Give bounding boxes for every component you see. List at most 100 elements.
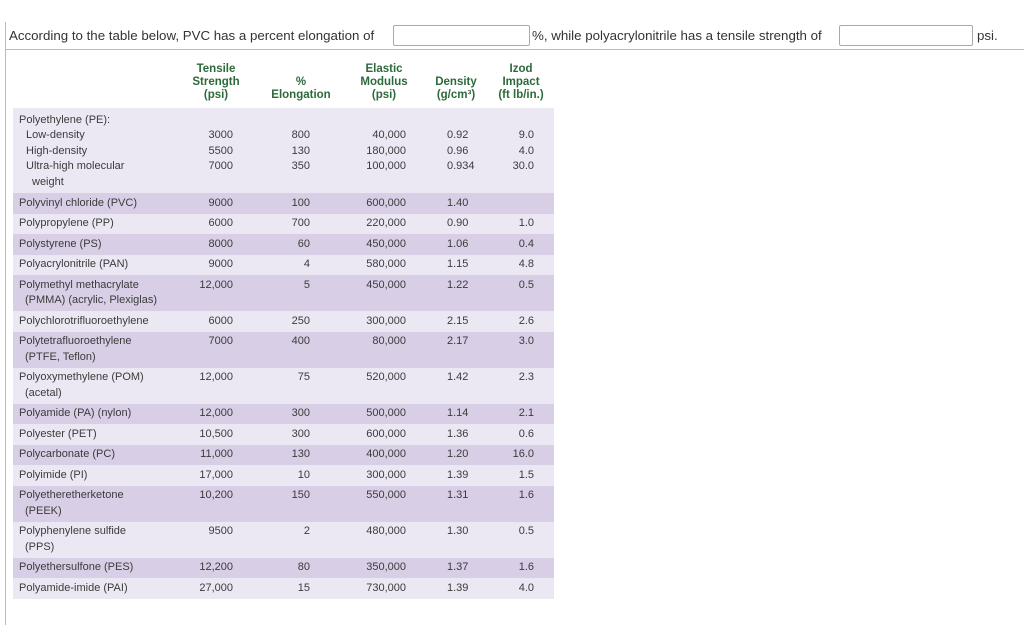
row-name: Polystyrene (PS) <box>13 237 188 253</box>
name-line: Polystyrene (PS) <box>19 237 102 250</box>
cell: 11,000 <box>200 448 233 460</box>
cell: 1.6 <box>518 561 534 573</box>
cell: 400,000 <box>366 448 406 460</box>
row-name: Polytetrafluoroethylene (PTFE, Teflon) <box>13 334 188 365</box>
cell: 8000 <box>208 237 233 250</box>
cell: 4 <box>303 258 310 270</box>
cell: 300,000 <box>366 468 406 481</box>
cell: 10 <box>297 468 310 481</box>
table-row: Low-density 3000 800 40,000 0.92 9.0 <box>13 128 554 144</box>
name-line: Polytetrafluoroethylene <box>19 335 132 347</box>
name-line: (PPS) <box>25 540 55 553</box>
table-row: Polypropylene (PP) 6000 700 220,000 0.90 1.0 <box>13 213 554 234</box>
name-line: (acetal) <box>25 386 62 399</box>
name-line: Polyphenylene sulfide <box>19 525 127 537</box>
row-name: Polyamide-imide (PAI) <box>13 581 188 597</box>
cell: 9.0 <box>518 129 534 141</box>
cell: 80,000 <box>372 335 406 347</box>
table: Polyethylene (PE): Low-density 3000 800 40,0… <box>13 108 554 599</box>
cell: 1.36 <box>447 427 469 440</box>
cell: 4.0 <box>518 144 534 157</box>
name-line: (PMMA) (acrylic, Plexiglas) <box>25 294 158 306</box>
table-row: Polystyrene (PS) 8000 60 450,000 1.06 0.4 <box>13 234 554 255</box>
cell: 130 <box>291 448 310 460</box>
cell: 30.0 <box>512 160 534 172</box>
table-row: Polycarbonate (PC) 11,000 130 400,000 1.20 16… <box>13 444 554 465</box>
row-name: Polyimide (PI) <box>13 468 188 484</box>
header-line: (ft lb/in.) <box>498 89 544 101</box>
cell: 15 <box>297 581 310 594</box>
column-header: Izod Impact (ft lb/in.) <box>476 58 566 102</box>
cell: 12,000 <box>199 371 233 383</box>
cell: 700 <box>291 217 310 229</box>
row-name: Polychlorotrifluoroethylene <box>13 314 188 330</box>
row-name: Polyamide (PA) (nylon) <box>13 406 188 422</box>
name-line: High-density <box>26 144 88 157</box>
header-line: % <box>295 76 307 88</box>
cell: 1.5 <box>518 468 534 481</box>
header-line: Modulus <box>360 76 408 88</box>
cell: 0.92 <box>447 129 469 141</box>
row-name: Polyacrylonitrile (PAN) <box>13 257 188 273</box>
cell: 350,000 <box>366 561 406 573</box>
cell: 1.39 <box>447 468 469 481</box>
cell: 450,000 <box>366 278 406 291</box>
cell: 2.3 <box>518 371 534 383</box>
table-row: Polychlorotrifluoroethylene 6000 250 300,00… <box>13 311 554 332</box>
table-row: High-density 5500 130 180,000 0.96 4.0 <box>13 144 554 160</box>
cell: 100 <box>291 196 310 209</box>
cell: 480,000 <box>366 525 406 537</box>
row-name: Ultra-high molecular weight <box>13 159 188 190</box>
name-line: Polyoxymethylene (POM) <box>19 371 144 383</box>
cell: 80 <box>297 561 310 573</box>
cell: 40,000 <box>372 129 406 141</box>
cell: 1.20 <box>447 448 469 460</box>
cell: 1.30 <box>447 525 469 537</box>
row-name: Polyvinyl chloride (PVC) <box>13 196 188 212</box>
answer-input[interactable] <box>839 25 973 46</box>
question-text: psi. <box>977 28 998 43</box>
cell: 500,000 <box>366 407 406 419</box>
name-line: Polymethyl methacrylate <box>19 278 139 291</box>
cell: 0.5 <box>518 525 534 537</box>
name-line: Polyamide-imide (PAI) <box>19 581 128 594</box>
header-line: Strength <box>192 76 240 88</box>
cell: 250 <box>291 314 310 327</box>
row-group: Polyethylene (PE): Low-density 3000 800 40,0… <box>13 108 554 193</box>
cell: 450,000 <box>366 237 406 250</box>
cell: 730,000 <box>366 581 406 594</box>
table-row: Polyphenylene sulfide (PPS) 9500 2 480,000 1.… <box>13 521 554 558</box>
cell: 1.06 <box>447 237 469 250</box>
row-name: High-density <box>13 144 188 160</box>
cell: 9000 <box>208 258 233 270</box>
cell: 520,000 <box>366 371 406 383</box>
name-line: (PTFE, Teflon) <box>25 350 96 363</box>
divider <box>5 49 1024 50</box>
cell: 0.5 <box>518 278 534 291</box>
cell: 1.6 <box>518 489 534 501</box>
cell: 3.0 <box>518 335 534 347</box>
row-name: Polyester (PET) <box>13 427 188 443</box>
table-row: Polyimide (PI) 17,000 10 300,000 1.39 1.5 <box>13 465 554 486</box>
border-line <box>5 22 6 625</box>
cell: 300,000 <box>366 314 406 327</box>
row-name: Polyoxymethylene (POM) (acetal) <box>13 370 188 401</box>
row-name: Low-density <box>13 128 188 144</box>
cell: 1.37 <box>447 561 469 573</box>
name-line: Polypropylene (PP) <box>19 217 114 229</box>
cell: 300 <box>291 427 310 440</box>
name-line: Polyacrylonitrile (PAN) <box>19 258 129 270</box>
answer-input[interactable] <box>393 25 530 46</box>
cell: 4.0 <box>518 581 534 594</box>
cell: 12,200 <box>199 561 233 573</box>
header-line: Tensile <box>196 63 236 75</box>
cell: 5500 <box>208 144 233 157</box>
cell: 1.0 <box>518 217 534 229</box>
name-line: Low-density <box>26 129 85 141</box>
column-header: Tensile Strength (psi) <box>171 58 261 102</box>
cell: 300 <box>291 407 310 419</box>
row-name: Polymethyl methacrylate (PMMA) (acrylic, … <box>13 278 188 309</box>
cell: 600,000 <box>366 196 406 209</box>
cell: 550,000 <box>366 489 406 501</box>
